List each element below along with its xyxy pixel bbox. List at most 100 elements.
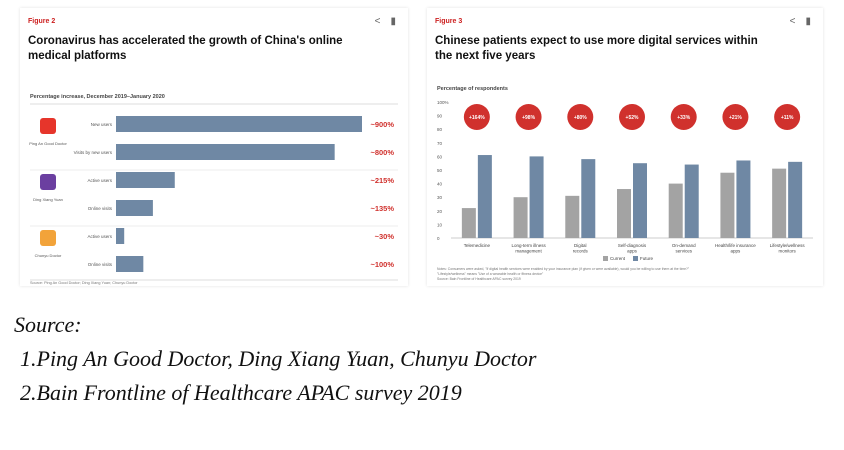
y-tick-label: 10 bbox=[437, 222, 443, 227]
bar-category-label: Online visits bbox=[88, 262, 113, 267]
figure-2-source-note: Source: Ping An Good Doctor; Ding Xiang … bbox=[30, 281, 138, 285]
share-icon[interactable]: < bbox=[789, 16, 796, 27]
platform-name-2: Ding Xiang Yuan bbox=[33, 197, 63, 202]
bar-future bbox=[529, 156, 544, 238]
growth-label: +98% bbox=[522, 115, 535, 121]
bar-category-label: Visits by new users bbox=[74, 150, 113, 155]
bar-future bbox=[788, 161, 803, 238]
bar bbox=[116, 172, 175, 188]
x-category-label: On-demand services bbox=[672, 243, 696, 254]
platform-name-1: Ping An Good Doctor bbox=[29, 141, 67, 146]
bar-current bbox=[565, 195, 580, 238]
bar-value-label: ~100% bbox=[370, 260, 394, 269]
bar-value-label: ~800% bbox=[370, 148, 394, 157]
bar-value-label: ~135% bbox=[370, 204, 394, 213]
bar-future bbox=[684, 164, 699, 238]
figure-3-footnote-3: Source: Bain Frontline of Healthcare APA… bbox=[437, 277, 521, 281]
figure-2-title: Coronavirus has accelerated the growth o… bbox=[28, 34, 343, 64]
figure-3-title: Chinese patients expect to use more digi… bbox=[435, 34, 758, 64]
figure-3-toolbar: < ▮ bbox=[780, 16, 811, 27]
growth-label: +11% bbox=[781, 115, 794, 121]
platform-logo-2 bbox=[40, 174, 56, 190]
growth-circle bbox=[515, 103, 542, 130]
bar-future bbox=[581, 159, 596, 238]
bar-current bbox=[617, 189, 631, 238]
bookmark-icon[interactable]: ▮ bbox=[805, 16, 811, 27]
figure-2-toolbar: < ▮ bbox=[365, 16, 396, 27]
figure-2-title-line-2: medical platforms bbox=[28, 50, 127, 62]
bar-future bbox=[736, 160, 751, 238]
bar-future bbox=[477, 155, 492, 238]
y-tick-label: 80 bbox=[437, 127, 443, 132]
y-tick-label: 70 bbox=[437, 141, 443, 146]
bar-category-label: New users bbox=[91, 122, 113, 127]
bar-current bbox=[513, 197, 528, 238]
growth-label: +21% bbox=[729, 115, 742, 121]
figure-3-panel: Figure 3 Chinese patients expect to use … bbox=[427, 8, 823, 286]
platform-logo-3 bbox=[40, 230, 56, 246]
figure-3-footnote-1: Notes: Consumers were asked, "If digital… bbox=[437, 267, 690, 271]
share-icon[interactable]: < bbox=[374, 16, 381, 27]
growth-circle bbox=[670, 103, 697, 130]
growth-circle bbox=[567, 103, 594, 130]
figure-2-panel: Figure 2 Coronavirus has accelerated the… bbox=[20, 8, 408, 286]
y-tick-label: 60 bbox=[437, 154, 443, 159]
bar-current bbox=[461, 208, 476, 238]
source-heading: Source: bbox=[14, 312, 82, 337]
y-tick-label: 100% bbox=[437, 100, 449, 105]
x-category-label: Digital records bbox=[573, 243, 589, 254]
source-line-1: 1.Ping An Good Doctor, Ding Xiang Yuan, … bbox=[20, 346, 537, 371]
y-tick-label: 0 bbox=[437, 236, 440, 241]
bookmark-icon[interactable]: ▮ bbox=[390, 16, 396, 27]
y-tick-label: 50 bbox=[437, 168, 443, 173]
figure-2-label: Figure 2 bbox=[28, 18, 56, 25]
growth-label: +80% bbox=[574, 115, 587, 121]
growth-circle bbox=[463, 103, 490, 130]
platform-logo-1 bbox=[40, 118, 56, 134]
bar-category-label: Active users bbox=[87, 234, 112, 239]
bar-value-label: ~215% bbox=[370, 176, 394, 185]
bar-current bbox=[668, 183, 683, 238]
growth-label: +52% bbox=[626, 115, 639, 121]
bar-current bbox=[772, 168, 787, 238]
bar-value-label: ~30% bbox=[375, 232, 395, 241]
platform-name-3: Chunyu Doctor bbox=[35, 253, 62, 258]
x-category-label: Lifestyle/wellness monitors bbox=[770, 243, 806, 254]
figure-3-title-line-1: Chinese patients expect to use more digi… bbox=[435, 35, 758, 47]
source-line-2: 2.Bain Frontline of Healthcare APAC surv… bbox=[20, 380, 462, 405]
bar-current bbox=[720, 172, 735, 238]
bar bbox=[116, 256, 144, 272]
bar-category-label: Active users bbox=[87, 178, 112, 183]
y-tick-label: 20 bbox=[437, 209, 443, 214]
y-tick-label: 30 bbox=[437, 195, 443, 200]
growth-circle bbox=[774, 103, 801, 130]
legend-swatch-current bbox=[603, 256, 608, 261]
growth-label: +33% bbox=[677, 115, 690, 121]
growth-label: +164% bbox=[469, 115, 485, 121]
bar-future bbox=[633, 163, 647, 238]
figure-3-subtitle: Percentage of respondents bbox=[437, 86, 508, 92]
bar-value-label: ~900% bbox=[370, 120, 394, 129]
figure-3-footnote-2: "Lifestyle/wellness" means "Use of a wea… bbox=[437, 272, 544, 276]
bar bbox=[116, 228, 125, 244]
x-category-label: Long-term illness management bbox=[511, 243, 546, 254]
y-tick-label: 90 bbox=[437, 114, 443, 119]
figure-3-label: Figure 3 bbox=[435, 18, 463, 25]
legend-label-future: Future bbox=[640, 256, 654, 261]
bar bbox=[116, 116, 362, 132]
y-tick-label: 40 bbox=[437, 182, 443, 187]
figure-2-subtitle: Percentage increase, December 2019–Janua… bbox=[30, 94, 165, 100]
figure-3-title-line-2: the next five years bbox=[435, 50, 536, 62]
growth-circle bbox=[619, 103, 645, 130]
figure-2-title-line-1: Coronavirus has accelerated the growth o… bbox=[28, 35, 343, 47]
figure-2-chart: Percentage increase, December 2019–Janua… bbox=[29, 94, 398, 285]
x-category-label: Self-diagnosis apps bbox=[618, 243, 647, 254]
x-category-label: Telemedicine bbox=[464, 243, 491, 248]
legend-swatch-future bbox=[633, 256, 638, 261]
bar-category-label: Online visits bbox=[88, 206, 113, 211]
growth-circle bbox=[722, 103, 749, 130]
x-category-label: Health/life insurance apps bbox=[715, 243, 756, 254]
legend-label-current: Current bbox=[610, 256, 626, 261]
figure-3-chart: Percentage of respondents 100% 90 80 70 60 50 4… bbox=[437, 86, 813, 281]
bar bbox=[116, 144, 335, 160]
